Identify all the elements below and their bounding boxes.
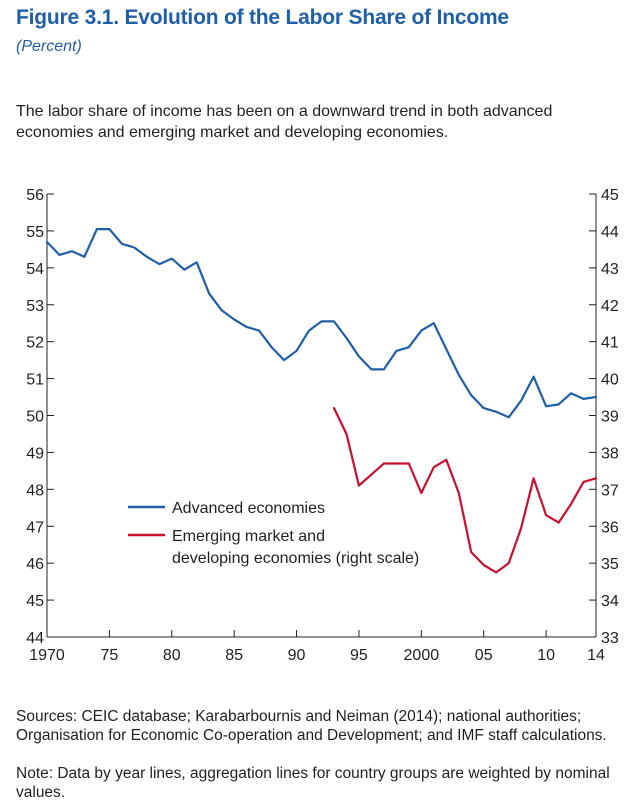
source-note: Sources: CEIC database; Karabarbournis a… bbox=[16, 708, 607, 744]
left-y-tick-label: 44 bbox=[26, 630, 44, 647]
legend-label-emerging: Emerging market and bbox=[172, 528, 325, 545]
figure-title: Figure 3.1. Evolution of the Labor Share… bbox=[16, 6, 509, 29]
emerging-economies-line bbox=[332, 407, 598, 574]
left-y-tick-label: 46 bbox=[26, 556, 44, 573]
chart-series bbox=[45, 227, 598, 574]
left-y-tick-label: 54 bbox=[26, 261, 44, 278]
x-tick-label: 2000 bbox=[404, 647, 440, 664]
left-y-tick-label: 48 bbox=[26, 482, 44, 499]
left-y-tick-label: 45 bbox=[26, 593, 44, 610]
right-y-tick-label: 39 bbox=[601, 409, 619, 426]
x-tick-label: 1970 bbox=[29, 647, 65, 664]
footnote: Note: Data by year lines, aggregation li… bbox=[16, 765, 610, 801]
right-y-tick-label: 33 bbox=[601, 630, 619, 647]
right-y-tick-label: 41 bbox=[601, 335, 619, 352]
x-tick-label: 90 bbox=[288, 647, 306, 664]
x-tick-label: 85 bbox=[225, 647, 243, 664]
legend-label-advanced: Advanced economies bbox=[172, 500, 325, 517]
left-y-tick-label: 56 bbox=[26, 187, 44, 204]
left-y-tick-label: 53 bbox=[26, 298, 44, 315]
right-y-tick-label: 35 bbox=[601, 556, 619, 573]
chart-axes: 44 45 46 47 48 49 50 51 52 53 54 55 56 33 34 35 36 37 38 39… bbox=[26, 187, 619, 664]
left-y-tick-label: 52 bbox=[26, 335, 44, 352]
x-tick-label: 14 bbox=[587, 647, 605, 664]
advanced-economies-line bbox=[45, 227, 598, 419]
legend-label-emerging: developing economies (right scale) bbox=[172, 550, 419, 567]
right-y-tick-label: 34 bbox=[601, 593, 619, 610]
right-y-tick-label: 40 bbox=[601, 372, 619, 389]
figure-subtitle: The labor share of income has been on a … bbox=[16, 103, 553, 141]
right-y-tick-label: 45 bbox=[601, 187, 619, 204]
right-y-tick-label: 43 bbox=[601, 261, 619, 278]
right-y-tick-label: 36 bbox=[601, 519, 619, 536]
x-tick-label: 10 bbox=[537, 647, 555, 664]
chart-legend: Advanced economies Emerging market and dev… bbox=[128, 500, 419, 567]
x-tick-label: 05 bbox=[475, 647, 493, 664]
x-tick-label: 75 bbox=[100, 647, 118, 664]
x-tick-label: 95 bbox=[350, 647, 368, 664]
figure-units: (Percent) bbox=[16, 38, 82, 55]
left-y-tick-label: 47 bbox=[26, 519, 44, 536]
left-y-tick-label: 50 bbox=[26, 409, 44, 426]
right-y-tick-label: 38 bbox=[601, 445, 619, 462]
left-y-tick-label: 49 bbox=[26, 445, 44, 462]
right-y-tick-label: 42 bbox=[601, 298, 619, 315]
left-y-tick-label: 55 bbox=[26, 224, 44, 241]
labor-share-chart: 44 45 46 47 48 49 50 51 52 53 54 55 56 33 34 35 36 37 38 39… bbox=[26, 187, 619, 664]
left-y-tick-label: 51 bbox=[26, 372, 44, 389]
right-y-tick-label: 37 bbox=[601, 482, 619, 499]
x-tick-label: 80 bbox=[163, 647, 181, 664]
right-y-tick-label: 44 bbox=[601, 224, 619, 241]
